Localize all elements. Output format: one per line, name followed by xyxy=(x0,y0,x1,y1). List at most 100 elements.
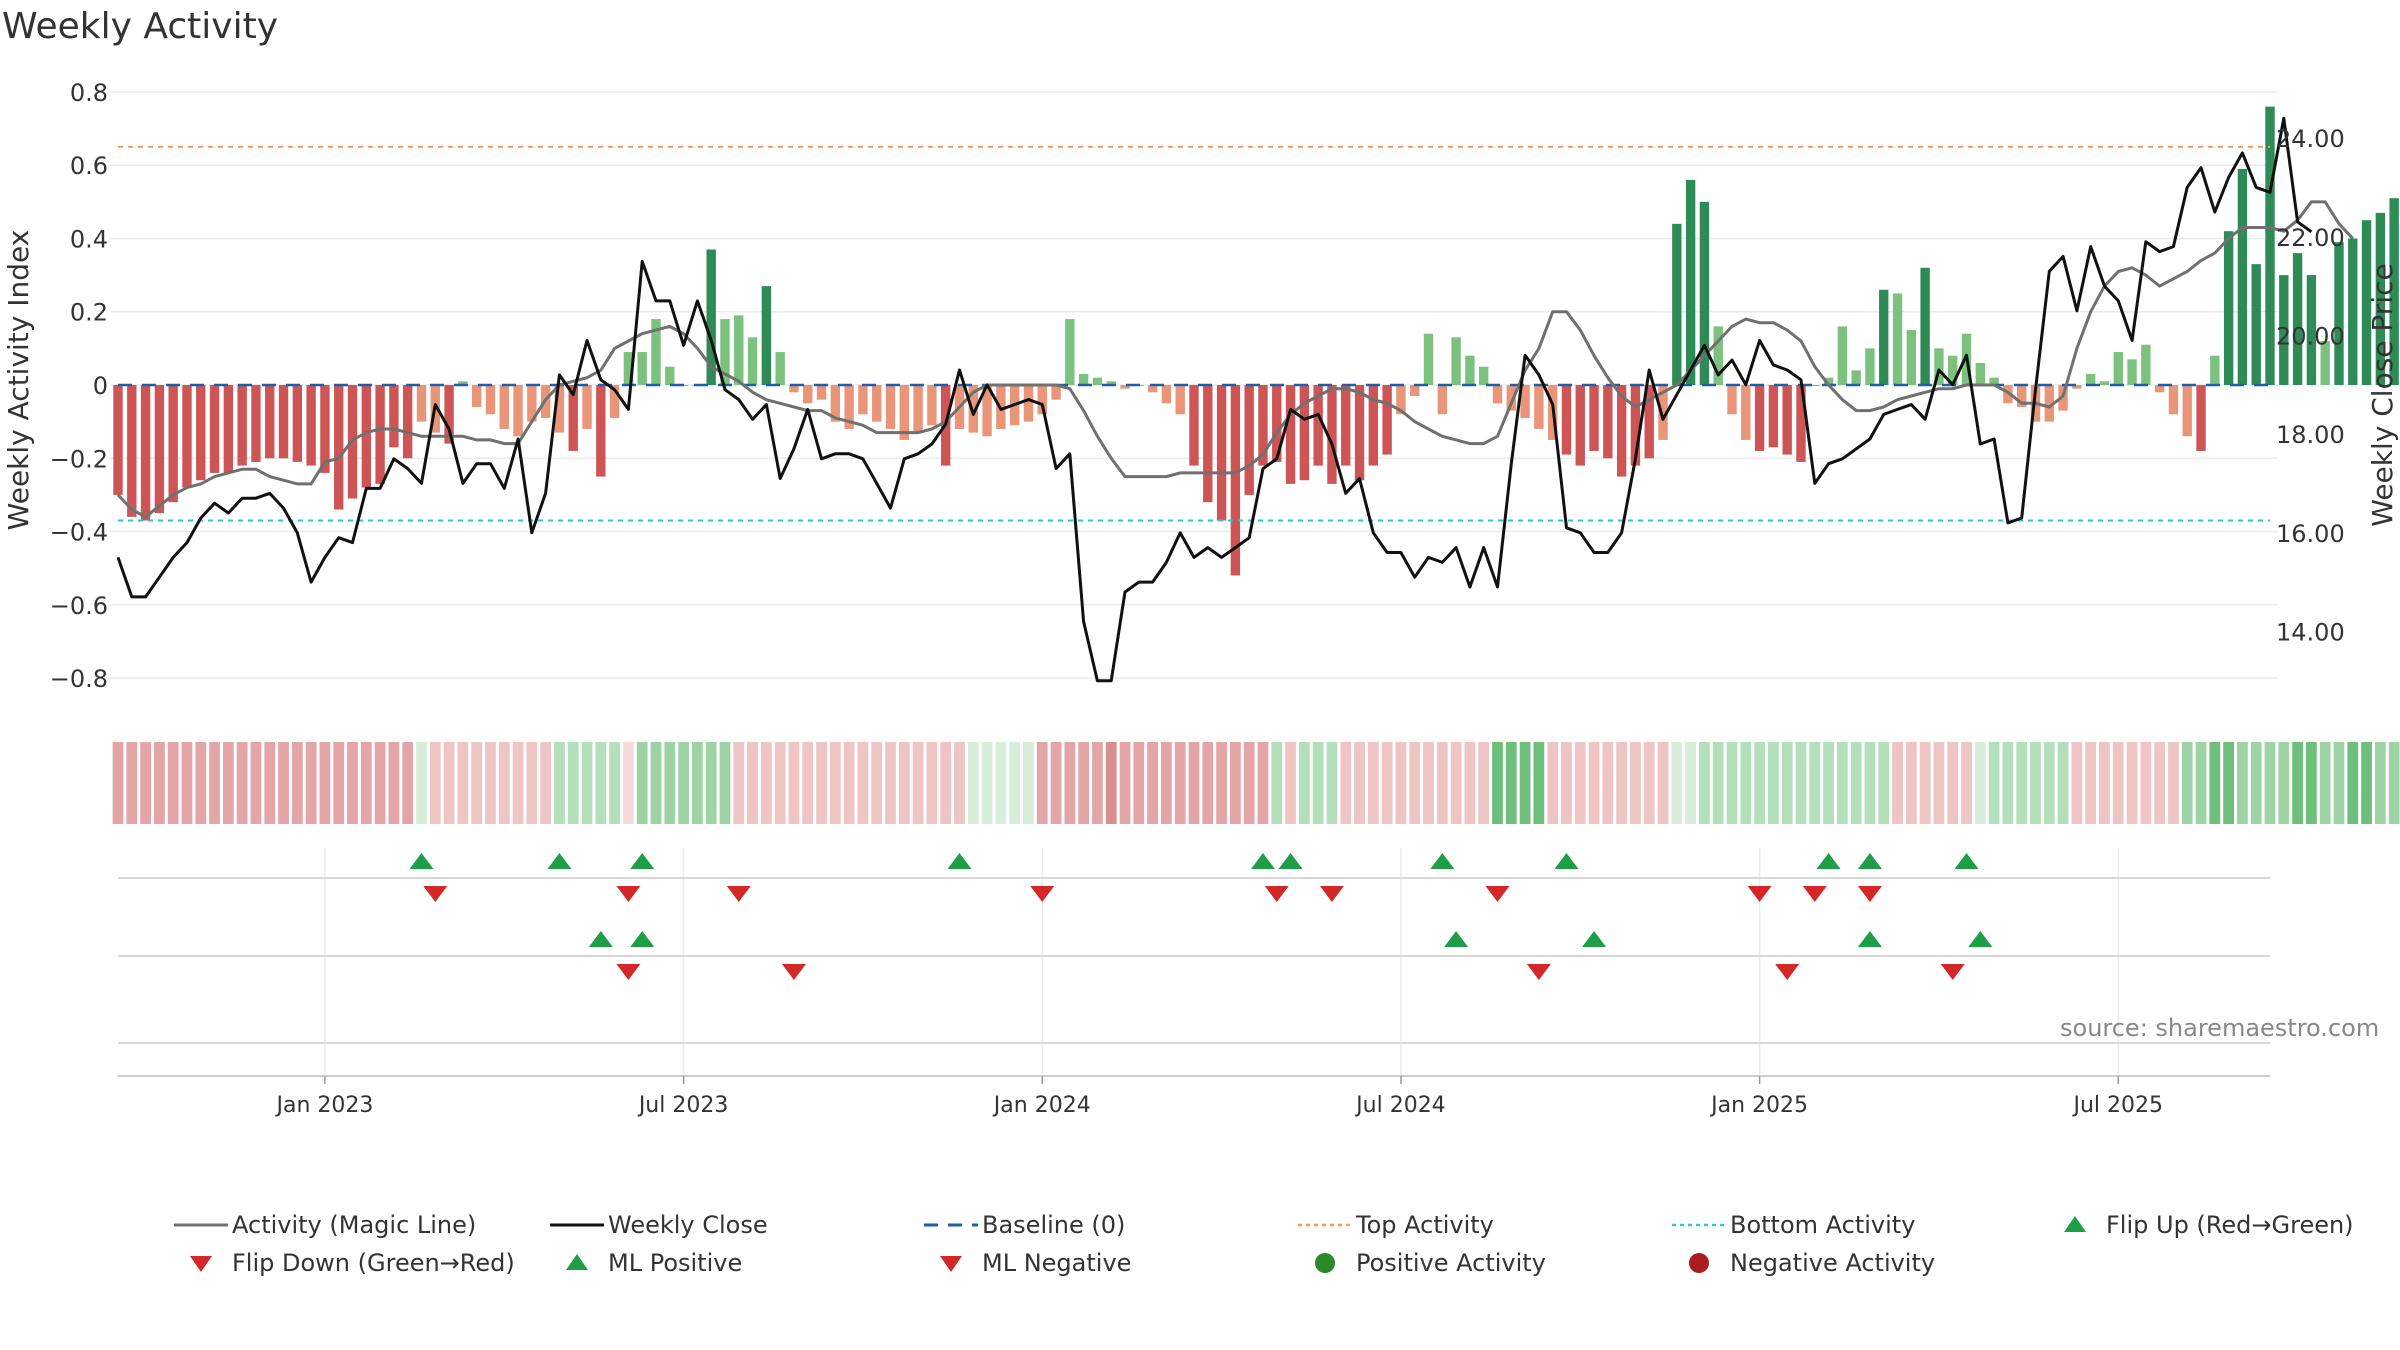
activity-bar xyxy=(858,385,868,415)
activity-bar xyxy=(1023,385,1034,422)
activity-bar xyxy=(416,385,427,422)
activity-bar xyxy=(1479,366,1489,385)
activity-bar xyxy=(761,286,772,385)
ml-positive-marker xyxy=(630,931,655,947)
strip-cell xyxy=(2237,742,2248,824)
activity-bar xyxy=(2320,341,2330,385)
activity-bar xyxy=(306,385,316,466)
strip-cell xyxy=(2154,742,2166,824)
activity-bar xyxy=(2099,381,2110,385)
activity-bar xyxy=(196,385,206,481)
ml-positive-marker xyxy=(1582,931,1607,947)
strip-cell xyxy=(1092,742,1103,824)
strip-cell xyxy=(1285,742,1296,824)
activity-bar xyxy=(899,385,909,440)
strip-cell xyxy=(2278,742,2290,824)
activity-bar xyxy=(1865,348,1875,385)
activity-bar xyxy=(789,385,799,393)
chart-title: Weekly Activity xyxy=(2,6,279,47)
strip-cell xyxy=(1933,742,1945,824)
activity-bar xyxy=(747,337,758,385)
strip-cell xyxy=(816,742,827,824)
strip-cell xyxy=(167,742,179,824)
strip-cell xyxy=(2333,742,2345,824)
strip-cell xyxy=(1354,742,1365,824)
flip-up-marker xyxy=(409,853,434,869)
activity-bar xyxy=(2361,220,2372,385)
ml-negative-marker xyxy=(1526,964,1551,980)
strip-cell xyxy=(140,742,151,824)
activity-bar xyxy=(2182,385,2192,437)
activity-bar xyxy=(1948,355,1958,385)
strip-cell xyxy=(912,742,924,824)
strip-cell xyxy=(1367,742,1379,824)
strip-cell xyxy=(705,742,717,824)
left-tick-label: −0.6 xyxy=(50,592,108,620)
activity-bar xyxy=(1768,385,1779,448)
strip-cell xyxy=(788,742,800,824)
strip-cell xyxy=(1809,742,1821,824)
flip-up-marker xyxy=(1250,853,1275,869)
left-tick-label: 0.4 xyxy=(70,225,108,253)
strip-cell xyxy=(1174,742,1186,824)
activity-bar xyxy=(816,385,827,400)
strip-cell xyxy=(1630,742,1641,824)
activity-bar xyxy=(1161,385,1172,404)
strip-cell xyxy=(2112,742,2124,824)
activity-bar xyxy=(1934,348,1944,385)
activity-bar xyxy=(1975,363,1985,385)
strip-cell xyxy=(319,742,331,824)
activity-bar xyxy=(1313,385,1323,466)
strip-cell xyxy=(1257,742,1269,824)
activity-bar xyxy=(706,249,716,385)
strip-cell xyxy=(498,742,510,824)
activity-bar xyxy=(375,385,385,484)
strip-cell xyxy=(2126,742,2138,824)
activity-bar xyxy=(1989,377,1999,385)
activity-bar xyxy=(844,385,854,429)
strip-cell xyxy=(2140,742,2152,824)
strip-cell xyxy=(2085,742,2097,824)
activity-bar xyxy=(223,385,234,473)
strip-cell xyxy=(1905,742,1917,824)
strip-cell xyxy=(1395,742,1407,824)
activity-bar xyxy=(2279,275,2289,385)
activity-bar xyxy=(334,385,344,510)
flip-up-marker xyxy=(1816,853,1841,869)
activity-bar xyxy=(1658,385,1668,440)
strip-cell xyxy=(1795,742,1807,824)
strip-cell xyxy=(2057,742,2069,824)
weekly-close-line xyxy=(116,116,2313,683)
strip-cell xyxy=(1616,742,1628,824)
strip-cell xyxy=(1064,742,1076,824)
x-tick-label: Jan 2025 xyxy=(1709,1093,1808,1118)
ml-negative-marker xyxy=(781,964,806,980)
strip-cell xyxy=(1754,742,1765,824)
activity-bar xyxy=(1120,385,1130,389)
strip-cell xyxy=(1271,742,1283,824)
activity-bar xyxy=(913,385,923,433)
strip-cell xyxy=(692,742,703,824)
flip-up-marker xyxy=(1857,853,1882,869)
activity-bar xyxy=(1065,319,1075,385)
strip-cell xyxy=(829,742,841,824)
strip-cell xyxy=(457,742,469,824)
ml-positive-marker xyxy=(1857,931,1882,947)
strip-cell xyxy=(567,742,579,824)
flip-down-marker xyxy=(1802,886,1827,902)
activity-bar xyxy=(927,385,937,426)
activity-bar xyxy=(251,385,261,462)
strip-cell xyxy=(305,742,317,824)
activity-bar xyxy=(292,385,303,462)
activity-bar xyxy=(389,385,399,448)
strip-cell xyxy=(1023,742,1034,824)
right-tick-label: 14.00 xyxy=(2276,618,2345,646)
reference-lines xyxy=(118,145,2270,522)
flip-up-marker xyxy=(630,853,655,869)
activity-bar xyxy=(872,385,882,422)
strip-cell xyxy=(1547,742,1559,824)
strip-cell xyxy=(1298,742,1310,824)
activity-bar xyxy=(1851,370,1861,385)
activity-bar xyxy=(1354,385,1365,481)
activity-bar xyxy=(471,385,482,407)
